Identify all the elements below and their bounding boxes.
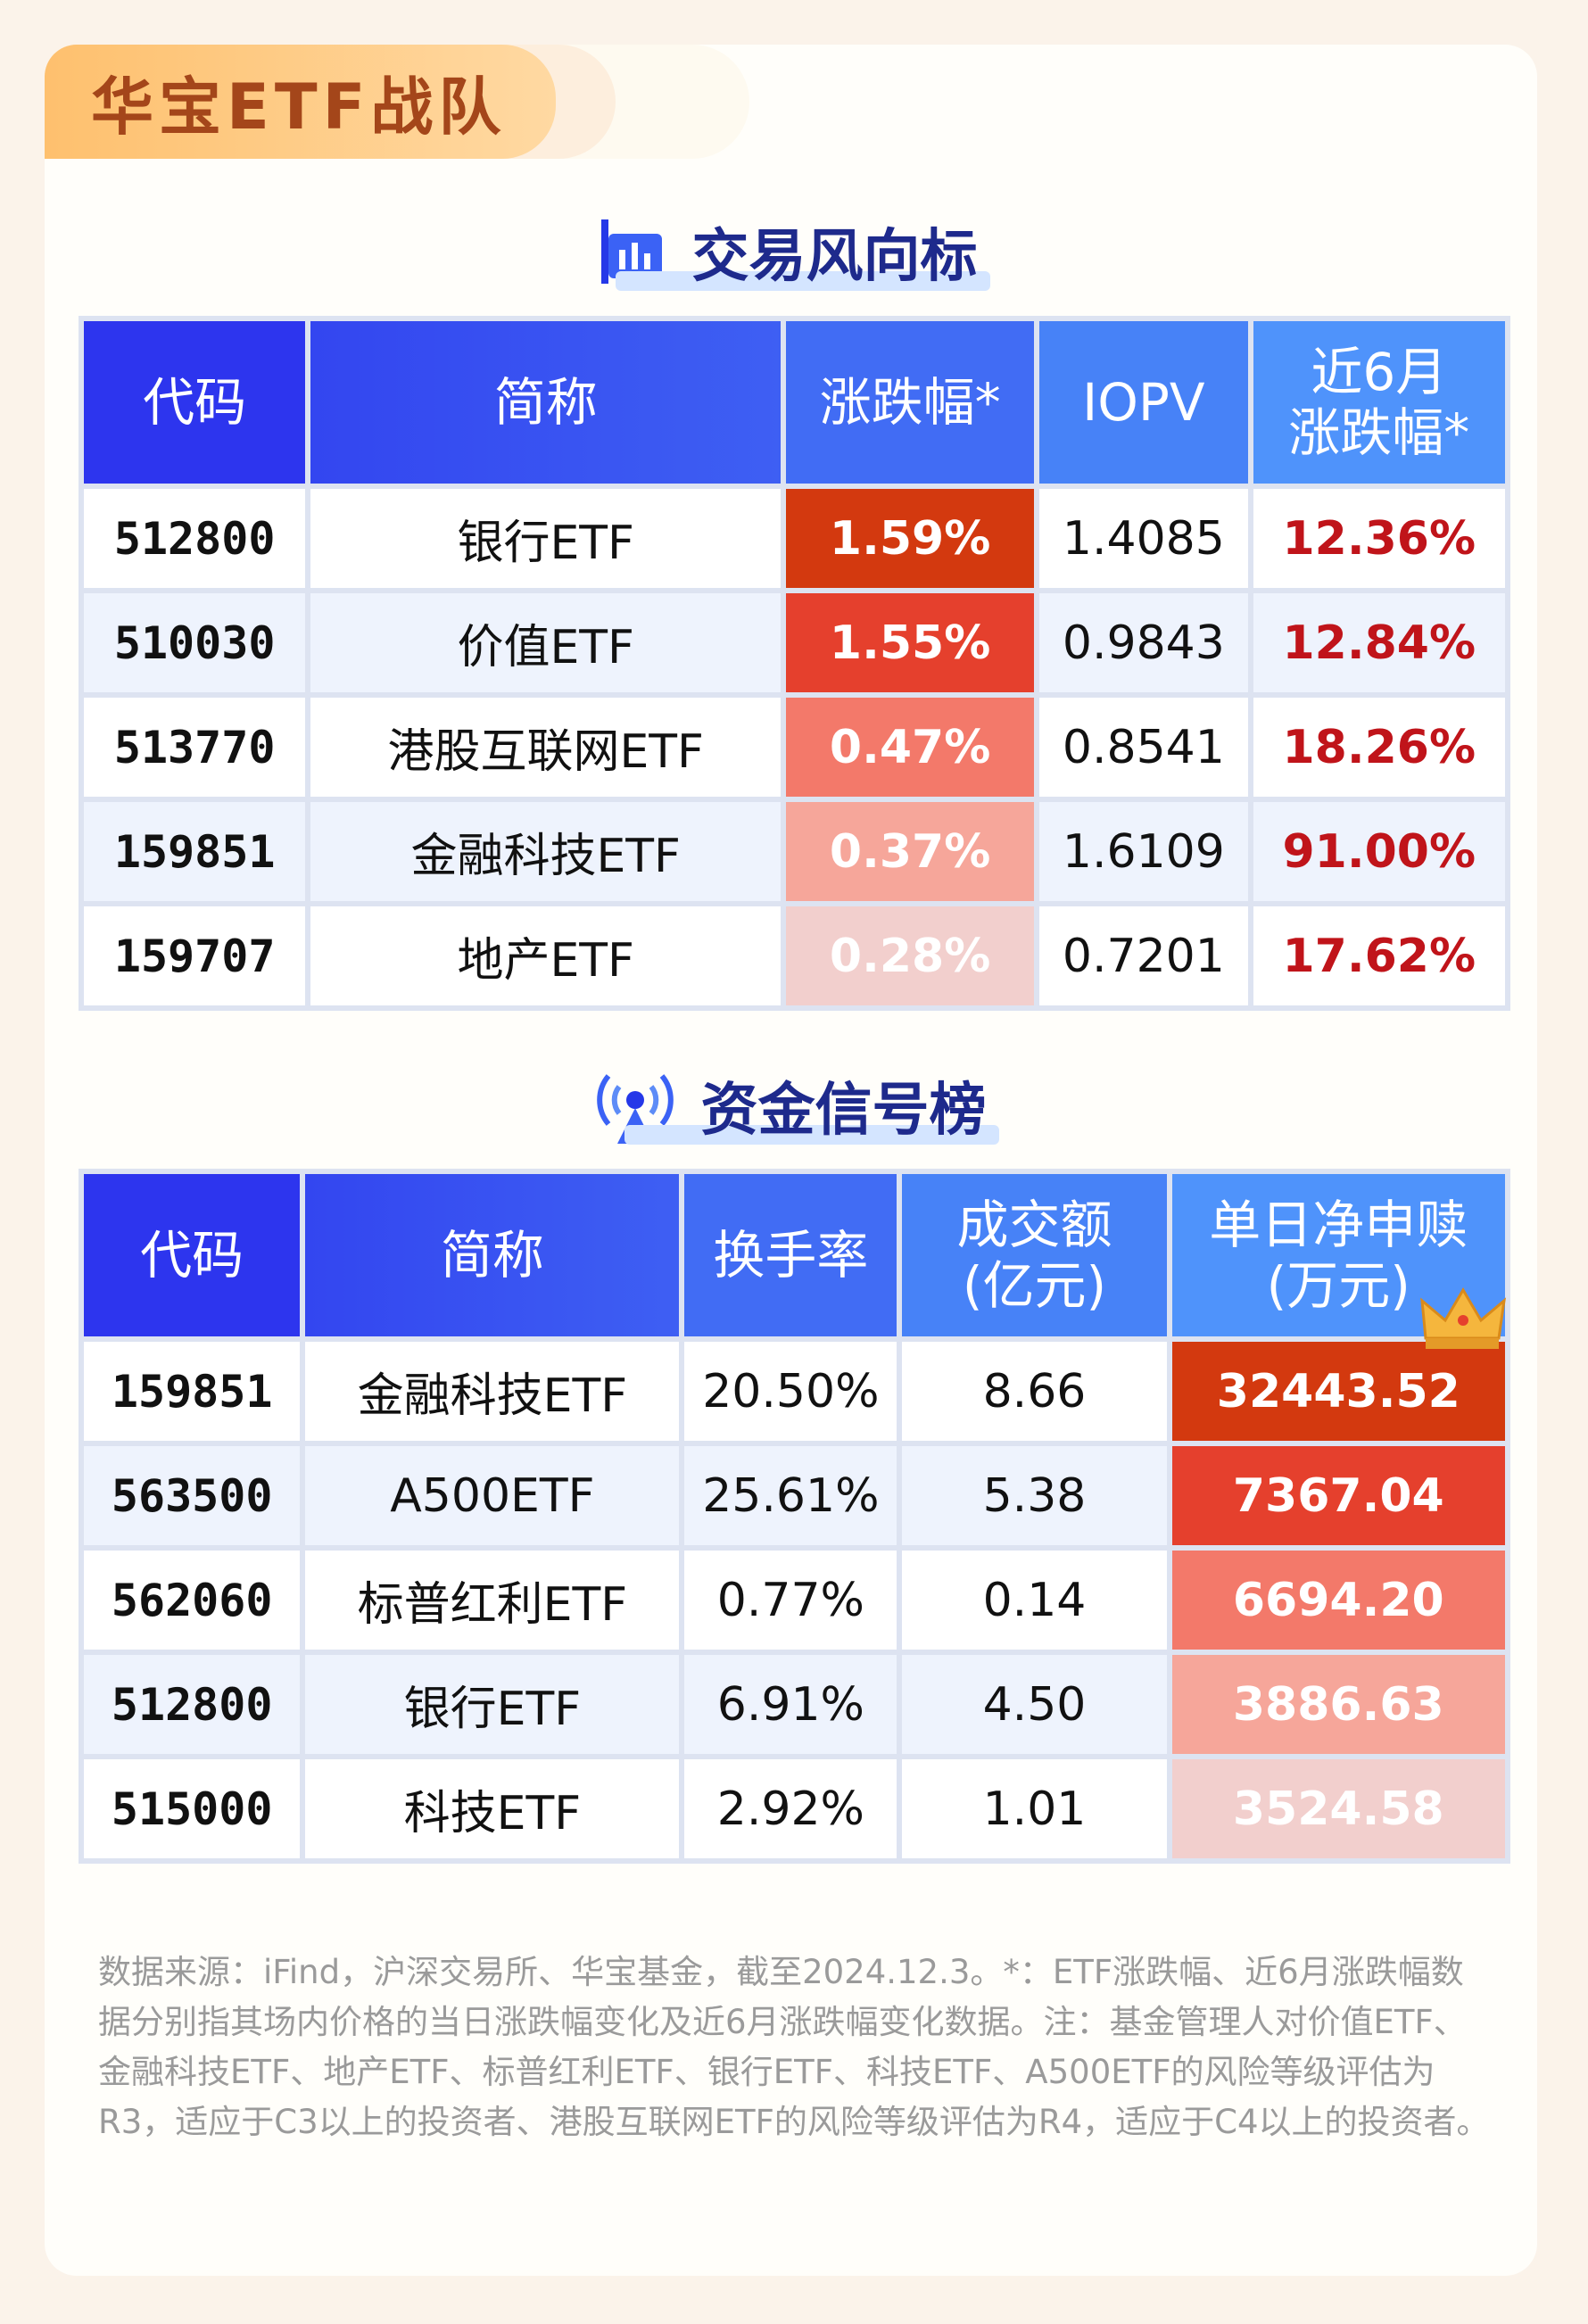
- cell-net: 3886.63: [1171, 1655, 1505, 1754]
- cell-change: 1.55%: [786, 593, 1035, 692]
- section-title-text: 资金信号榜: [624, 1064, 999, 1146]
- footnote: 数据来源：iFind，沪深交易所、华宝基金，截至2024.12.3。*：ETF涨…: [98, 1953, 1490, 2141]
- header-six-month: 近6月 涨跌幅*: [1253, 321, 1505, 484]
- cell-code: 159851: [84, 802, 306, 901]
- cell-name: 金融科技ETF: [305, 1342, 680, 1441]
- cell-code: 512800: [84, 1655, 301, 1754]
- cell-iopv: 0.9843: [1039, 593, 1248, 692]
- cell-name: 价值ETF: [310, 593, 782, 692]
- header-code: 代码: [84, 321, 306, 484]
- cell-change: 1.59%: [786, 489, 1035, 588]
- cell-volume: 1.01: [902, 1759, 1167, 1858]
- cell-six_month: 12.84%: [1253, 593, 1505, 692]
- cell-iopv: 0.7201: [1039, 906, 1248, 1005]
- cell-iopv: 0.8541: [1039, 698, 1248, 797]
- cell-change: 0.37%: [786, 802, 1035, 901]
- cell-name: 科技ETF: [305, 1759, 680, 1858]
- cell-six_month: 91.00%: [1253, 802, 1505, 901]
- trading-table: 代码 简称 涨跌幅* IOPV 近6月 涨跌幅* 512800 银行ETF 1.59…: [79, 316, 1510, 1011]
- section1-title: 交易风向标: [45, 211, 1537, 293]
- cell-volume: 4.50: [902, 1655, 1167, 1754]
- cell-name: 地产ETF: [310, 906, 782, 1005]
- header-name: 简称: [310, 321, 782, 484]
- table-row: 512800 银行ETF 6.91% 4.50 3886.63: [84, 1655, 1505, 1754]
- cell-code: 513770: [84, 698, 306, 797]
- cell-turnover: 2.92%: [684, 1759, 897, 1858]
- cell-code: 159851: [84, 1342, 301, 1441]
- table-row: 513770 港股互联网ETF 0.47% 0.8541 18.26%: [84, 698, 1505, 797]
- cell-volume: 0.14: [902, 1551, 1167, 1650]
- cell-iopv: 1.6109: [1039, 802, 1248, 901]
- header-change: 涨跌幅*: [786, 321, 1035, 484]
- cell-name: 银行ETF: [305, 1655, 680, 1754]
- fund-flow-table: 代码 简称 换手率 成交额 (亿元) 单日净申赎 (万元) 159851 金融科技…: [79, 1169, 1510, 1864]
- cell-net: 7367.04: [1171, 1446, 1505, 1545]
- cell-change: 0.47%: [786, 698, 1035, 797]
- cell-code: 562060: [84, 1551, 301, 1650]
- cell-name: 标普红利ETF: [305, 1551, 680, 1650]
- table-row: 510030 价值ETF 1.55% 0.9843 12.84%: [84, 593, 1505, 692]
- cell-turnover: 6.91%: [684, 1655, 897, 1754]
- cell-turnover: 0.77%: [684, 1551, 897, 1650]
- header-iopv: IOPV: [1039, 321, 1248, 484]
- cell-name: A500ETF: [305, 1446, 680, 1545]
- cell-turnover: 25.61%: [684, 1446, 897, 1545]
- cell-six_month: 12.36%: [1253, 489, 1505, 588]
- section2-title: 资金信号榜: [45, 1064, 1537, 1146]
- header-code: 代码: [84, 1174, 301, 1336]
- cell-volume: 5.38: [902, 1446, 1167, 1545]
- badge: 华宝ETF战队: [45, 45, 556, 159]
- cell-code: 563500: [84, 1446, 301, 1545]
- cell-code: 515000: [84, 1759, 301, 1858]
- cell-six_month: 17.62%: [1253, 906, 1505, 1005]
- cell-name: 银行ETF: [310, 489, 782, 588]
- cell-code: 512800: [84, 489, 306, 588]
- cell-net: 6694.20: [1171, 1551, 1505, 1650]
- header-volume: 成交额 (亿元): [902, 1174, 1167, 1336]
- table-row: 563500 A500ETF 25.61% 5.38 7367.04: [84, 1446, 1505, 1545]
- header-name: 简称: [305, 1174, 680, 1336]
- cell-volume: 8.66: [902, 1342, 1167, 1441]
- cell-code: 510030: [84, 593, 306, 692]
- cell-turnover: 20.50%: [684, 1342, 897, 1441]
- table-row: 159851 金融科技ETF 20.50% 8.66 32443.52: [84, 1342, 1505, 1441]
- cell-name: 金融科技ETF: [310, 802, 782, 901]
- table-row: 515000 科技ETF 2.92% 1.01 3524.58: [84, 1759, 1505, 1858]
- crown-icon: [1420, 1287, 1507, 1349]
- table-row: 562060 标普红利ETF 0.77% 0.14 6694.20: [84, 1551, 1505, 1650]
- cell-iopv: 1.4085: [1039, 489, 1248, 588]
- cell-change: 0.28%: [786, 906, 1035, 1005]
- bar-chart-icon: [600, 219, 662, 284]
- cell-code: 159707: [84, 906, 306, 1005]
- header-net-flow: 单日净申赎 (万元): [1171, 1174, 1505, 1336]
- cell-net: 32443.52: [1171, 1342, 1505, 1441]
- header-turnover: 换手率: [684, 1174, 897, 1336]
- section-title-text: 交易风向标: [615, 211, 990, 293]
- badge-title: 华宝ETF战队: [91, 70, 507, 144]
- cell-six_month: 18.26%: [1253, 698, 1505, 797]
- cell-name: 港股互联网ETF: [310, 698, 782, 797]
- table-row: 512800 银行ETF 1.59% 1.4085 12.36%: [84, 489, 1505, 588]
- table-row: 159707 地产ETF 0.28% 0.7201 17.62%: [84, 906, 1505, 1005]
- card: 华宝ETF战队 交易风向标 代码 简称 涨跌幅* IOPV 近6月 涨跌幅* 5…: [45, 45, 1537, 2276]
- table-row: 159851 金融科技ETF 0.37% 1.6109 91.00%: [84, 802, 1505, 901]
- cell-net: 3524.58: [1171, 1759, 1505, 1858]
